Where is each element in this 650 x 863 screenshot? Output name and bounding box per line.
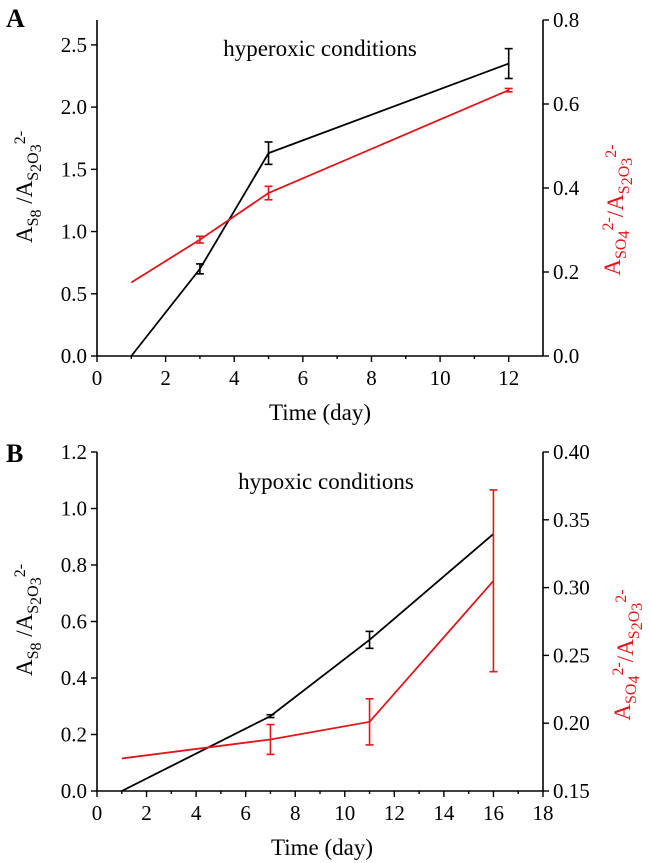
panel-b-y-left-tick-label: 0.4 bbox=[61, 666, 88, 690]
panel-a-y-right-tick-label: 0.0 bbox=[553, 344, 579, 368]
panel-b-y-left-tick-label: 1.2 bbox=[61, 440, 87, 464]
y-axis-title-right-a: ASO42-/AS2O32- bbox=[600, 144, 636, 275]
annotation-hyperoxic: hyperoxic conditions bbox=[223, 36, 417, 61]
panel-a-x-tick-label: 0 bbox=[92, 366, 103, 390]
panel-a-y-left-tick-label: 0.0 bbox=[61, 344, 87, 368]
panel-b-x-tick-label: 14 bbox=[433, 801, 455, 825]
panel-a-y-left-tick-label: 1.0 bbox=[61, 220, 87, 244]
panel-a-y-right-tick-label: 0.4 bbox=[553, 176, 580, 200]
y-axis-title-left-a: AS8 /AS2O32- bbox=[12, 131, 45, 243]
panel-b-x-tick-label: 10 bbox=[334, 801, 355, 825]
panel-b-x-tick-label: 16 bbox=[483, 801, 504, 825]
panel-a-y-left-tick-label: 2.0 bbox=[61, 95, 87, 119]
panel-a-y-left-tick-label: 2.5 bbox=[61, 33, 87, 57]
panel-b-x-tick-label: 0 bbox=[92, 801, 103, 825]
panel-b-x-tick-label: 12 bbox=[384, 801, 405, 825]
panel-b-y-left-tick-label: 1.0 bbox=[61, 497, 87, 521]
panel-b-y-right-tick-label: 0.30 bbox=[553, 576, 590, 600]
panel-b-y-left-tick-label: 0.0 bbox=[61, 779, 87, 803]
panel-b-x-tick-label: 4 bbox=[191, 801, 202, 825]
panel-a-x-tick-label: 8 bbox=[366, 366, 377, 390]
panel-b-y-left-tick-label: 0.8 bbox=[61, 553, 87, 577]
panel-a-red-series-line bbox=[130, 89, 510, 284]
panel-a-x-tick-label: 6 bbox=[298, 366, 309, 390]
panel-letter-a: A bbox=[6, 4, 25, 33]
panel-a-x-tick-label: 10 bbox=[430, 366, 451, 390]
panel-b-y-right-tick-label: 0.20 bbox=[553, 711, 590, 735]
x-axis-title-a: Time (day) bbox=[269, 400, 371, 425]
panel-b-y-right-tick-label: 0.35 bbox=[553, 508, 590, 532]
panel-b-x-tick-label: 8 bbox=[290, 801, 301, 825]
panel-a-y-left-tick-label: 0.5 bbox=[61, 282, 87, 306]
y-axis-title-left-b: AS8 /AS2O32- bbox=[12, 564, 45, 676]
panel-b-y-right-tick-label: 0.40 bbox=[553, 440, 590, 464]
annotation-hypoxic: hypoxic conditions bbox=[238, 469, 414, 494]
x-axis-title-b: Time (day) bbox=[271, 835, 373, 860]
panel-b-red-series-line bbox=[121, 580, 495, 760]
panel-b-x-tick-label: 6 bbox=[240, 801, 251, 825]
panel-b-x-tick-label: 2 bbox=[141, 801, 152, 825]
panel-a-x-tick-label: 12 bbox=[498, 366, 519, 390]
panel-a-x-tick-label: 2 bbox=[160, 366, 171, 390]
panel-a-y-right-tick-label: 0.6 bbox=[553, 92, 579, 116]
panel-a-y-right-tick-label: 0.2 bbox=[553, 260, 579, 284]
panel-b-y-right-tick-label: 0.15 bbox=[553, 779, 590, 803]
panel-a-y-right-tick-label: 0.8 bbox=[553, 8, 579, 32]
panel-b-y-right-tick-label: 0.25 bbox=[553, 643, 590, 667]
panel-a-black-series-line bbox=[130, 62, 510, 357]
panel-b: B hypoxic conditions Time (day) AS8 /AS2… bbox=[6, 439, 646, 860]
y-axis-title-right-b: ASO42-/AS2O32- bbox=[610, 589, 646, 720]
panel-b-x-tick-label: 18 bbox=[533, 801, 554, 825]
panel-b-y-left-tick-label: 0.6 bbox=[61, 610, 87, 634]
panel-b-black-series-line bbox=[121, 533, 495, 792]
panel-a-y-left-tick-label: 1.5 bbox=[61, 157, 87, 181]
panel-a: A hyperoxic conditions Time (day) AS8 /A… bbox=[6, 4, 636, 425]
panel-letter-b: B bbox=[6, 439, 23, 468]
panel-b-y-left-tick-label: 0.2 bbox=[61, 723, 87, 747]
panel-a-x-tick-label: 4 bbox=[229, 366, 240, 390]
